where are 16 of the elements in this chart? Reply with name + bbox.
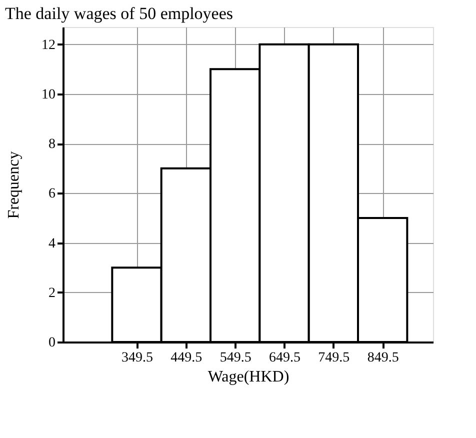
x-tick-label: 749.5	[318, 350, 350, 366]
y-axis-title: Frequency	[6, 151, 22, 219]
y-tick-label: 8	[48, 137, 56, 152]
x-tick-label: 349.5	[122, 350, 154, 366]
y-tick-label: 2	[48, 286, 56, 301]
y-tick-label: 4	[48, 236, 56, 252]
x-tick-label: 549.5	[220, 350, 252, 366]
y-tick-label: 12	[42, 38, 56, 53]
y-tick-label: 0	[48, 336, 56, 350]
x-tick-label: 449.5	[170, 350, 202, 366]
x-tick-label: 649.5	[269, 350, 301, 366]
chart-title: The daily wages of 50 employees	[5, 4, 234, 23]
y-tick-label: 6	[48, 186, 56, 202]
x-axis-title: Wage(HKD)	[208, 368, 290, 386]
x-tick-label: 849.5	[367, 350, 399, 366]
y-tick-label: 10	[42, 87, 56, 102]
